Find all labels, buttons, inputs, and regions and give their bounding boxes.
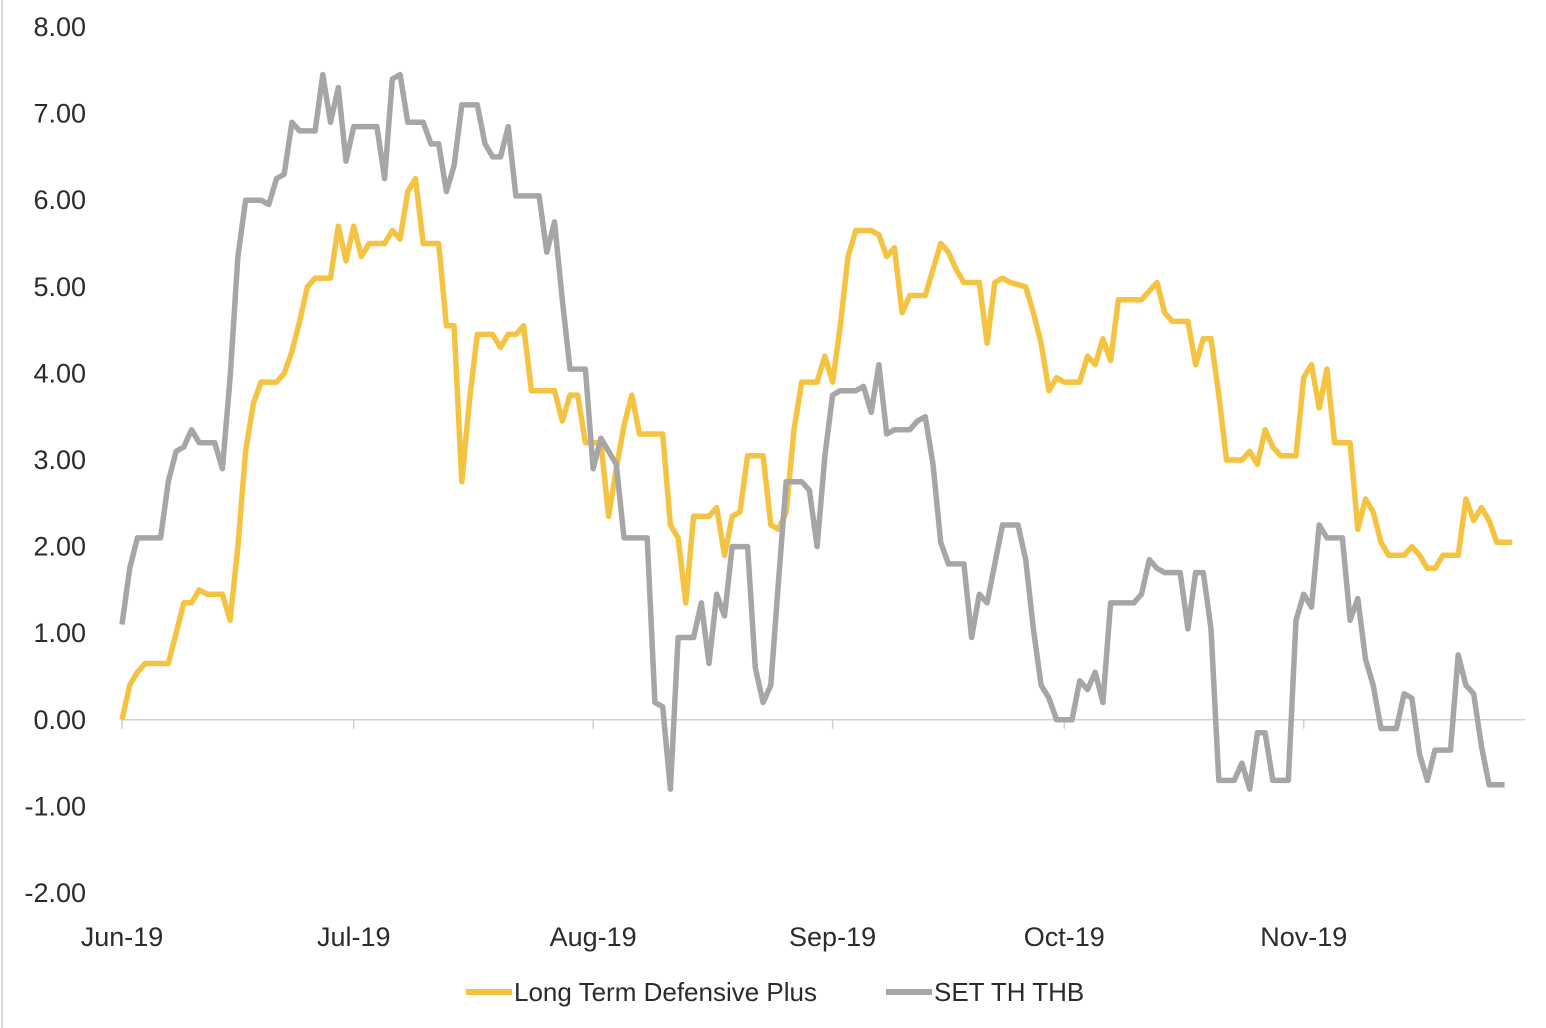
y-tick-label: 6.00 <box>33 185 86 215</box>
y-tick-label: 3.00 <box>33 445 86 475</box>
y-tick-label: -1.00 <box>24 791 86 821</box>
series-line-1 <box>119 71 1505 792</box>
y-tick-label: 5.00 <box>33 272 86 302</box>
x-tick-label: Aug-19 <box>550 922 637 952</box>
y-tick-label: 4.00 <box>33 358 86 388</box>
legend: Long Term Defensive Plus SET TH THB <box>466 977 1084 1007</box>
x-axis: Jun-19 Jul-19 Aug-19 Sep-19 Oct-19 Nov-19 <box>81 719 1347 952</box>
y-tick-label: 2.00 <box>33 532 86 562</box>
y-axis: 8.00 7.00 6.00 5.00 4.00 3.00 2.00 1.00 0.00 -1.0… <box>24 12 86 908</box>
y-tick-label: 1.00 <box>33 618 86 648</box>
x-tick-label: Jul-19 <box>317 922 391 952</box>
y-tick-label: 7.00 <box>33 99 86 129</box>
series-line-0 <box>119 175 1513 721</box>
y-tick-label: 8.00 <box>33 12 86 42</box>
x-tick-label: Jun-19 <box>81 922 164 952</box>
legend-label: Long Term Defensive Plus <box>514 977 817 1007</box>
legend-label: SET TH THB <box>934 977 1084 1007</box>
x-tick-label: Sep-19 <box>789 922 876 952</box>
y-tick-label: 0.00 <box>33 705 86 735</box>
y-tick-label: -2.00 <box>24 878 86 908</box>
x-tick-label: Oct-19 <box>1024 922 1105 952</box>
x-tick-label: Nov-19 <box>1260 922 1347 952</box>
series-lines <box>119 71 1513 792</box>
